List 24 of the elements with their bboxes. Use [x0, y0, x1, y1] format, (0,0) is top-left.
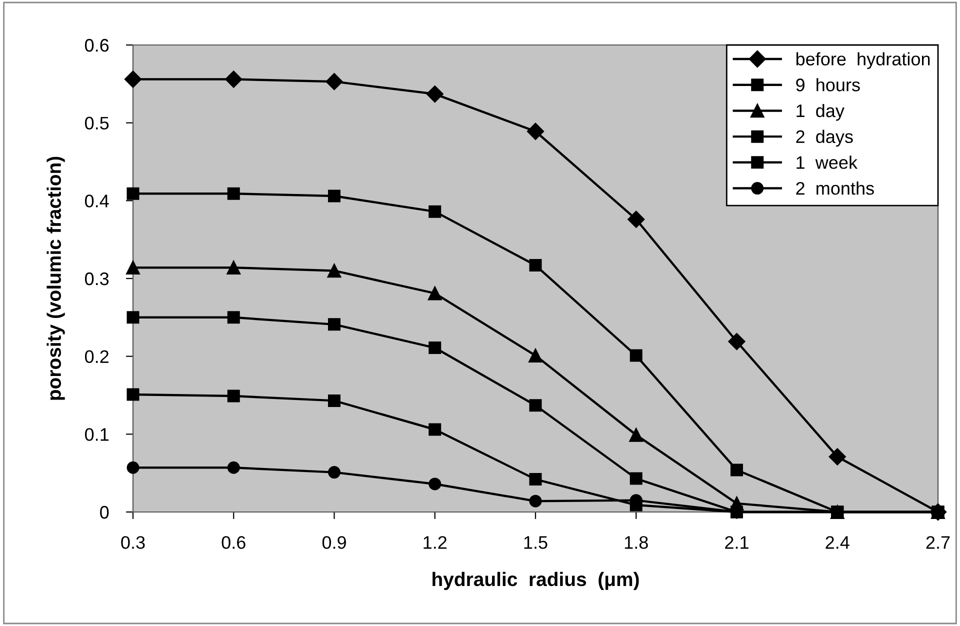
y-tick-label: 0.5 — [84, 116, 109, 130]
x-tick-label: 0.6 — [222, 536, 246, 549]
x-tick-label: 2.4 — [826, 536, 850, 549]
y-tick-label: 0.3 — [84, 272, 109, 286]
x-tick-label: 1.2 — [424, 536, 447, 549]
legend-label: 2 months — [796, 182, 874, 195]
x-tick-label: 1.8 — [624, 536, 648, 549]
legend-label: 2 days — [796, 130, 853, 147]
legend-label: 1 day — [796, 104, 844, 121]
y-tick-label: 0 — [100, 506, 109, 519]
x-tick-label: 0.3 — [121, 536, 145, 549]
y-tick-label: 0.2 — [84, 350, 108, 364]
x-tick-label: 2.7 — [926, 536, 950, 549]
y-tick-label: 0.6 — [84, 38, 109, 52]
legend-label: 9 hours — [796, 78, 860, 92]
y-axis-title: porosity (volumic fraction) — [46, 156, 65, 400]
y-tick-label: 0.1 — [84, 428, 109, 441]
x-axis-title: hydraulic radius (μm) — [432, 572, 639, 590]
x-tick-label: 0.9 — [322, 536, 346, 549]
x-tick-label: 2.1 — [725, 536, 748, 549]
x-tick-label: 1.5 — [524, 536, 548, 549]
legend-label: 1 week — [796, 156, 858, 169]
y-tick-label: 0.4 — [84, 194, 109, 208]
legend-label: before hydration — [796, 52, 930, 70]
